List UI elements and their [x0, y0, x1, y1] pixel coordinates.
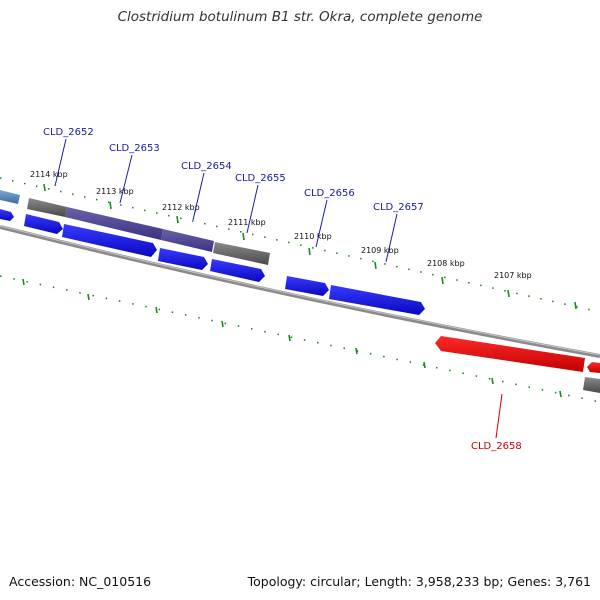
feature-block[interactable]: [0, 190, 20, 204]
gene-label[interactable]: CLD_2654: [181, 161, 232, 172]
scale-label: 2108 kbp: [427, 259, 465, 268]
feature-block[interactable]: [213, 242, 270, 265]
scale-label: 2110 kbp: [294, 232, 332, 241]
genome-backbone: [0, 225, 600, 358]
scale-label: 2111 kbp: [228, 218, 266, 227]
gene-arrow[interactable]: [158, 248, 208, 270]
map-title: Clostridium botulinum B1 str. Okra, comp…: [117, 9, 483, 25]
feature-block[interactable]: [583, 377, 600, 393]
gene-label[interactable]: CLD_2658: [471, 441, 522, 452]
gene-arrow[interactable]: [285, 276, 329, 296]
outer-major-ticks: [43, 183, 577, 310]
gene-arrow[interactable]: [0, 209, 14, 221]
gene-label[interactable]: CLD_2657: [373, 202, 424, 213]
gene-label[interactable]: CLD_2655: [235, 173, 286, 184]
feature-block[interactable]: [161, 229, 214, 252]
gene-arrow[interactable]: [62, 224, 157, 257]
label-leaders: [54, 138, 503, 439]
gene-arrow[interactable]: [329, 285, 425, 315]
forward-genes: [0, 209, 425, 315]
gene-arrow[interactable]: [24, 214, 63, 234]
gene-label[interactable]: CLD_2652: [43, 127, 94, 138]
inner-major-ticks: [22, 278, 562, 398]
outer-tick-ring: [0, 177, 600, 313]
gene-label[interactable]: CLD_2656: [304, 188, 355, 199]
scale-label: 2107 kbp: [494, 271, 532, 280]
scale-label: 2112 kbp: [162, 203, 200, 212]
feature-block[interactable]: [27, 198, 67, 217]
scale-labels: 2114 kbp 2113 kbp 2112 kbp 2111 kbp 2110…: [30, 170, 532, 280]
scale-label: 2113 kbp: [96, 187, 134, 196]
reverse-genes: [435, 336, 600, 393]
gene-arrow[interactable]: [587, 362, 600, 373]
feature-track: [0, 190, 270, 265]
accession-text: Accession: NC_010516: [9, 574, 152, 589]
gene-label[interactable]: CLD_2653: [109, 143, 160, 154]
scale-label: 2114 kbp: [30, 170, 68, 179]
genome-summary-text: Topology: circular; Length: 3,958,233 bp…: [247, 574, 591, 589]
gene-arrow[interactable]: [210, 259, 265, 282]
gene-arrow[interactable]: [435, 336, 585, 372]
gene-labels: CLD_2652 CLD_2653 CLD_2654 CLD_2655 CLD_…: [43, 127, 522, 452]
feature-block[interactable]: [65, 207, 163, 240]
scale-label: 2109 kbp: [361, 246, 399, 255]
